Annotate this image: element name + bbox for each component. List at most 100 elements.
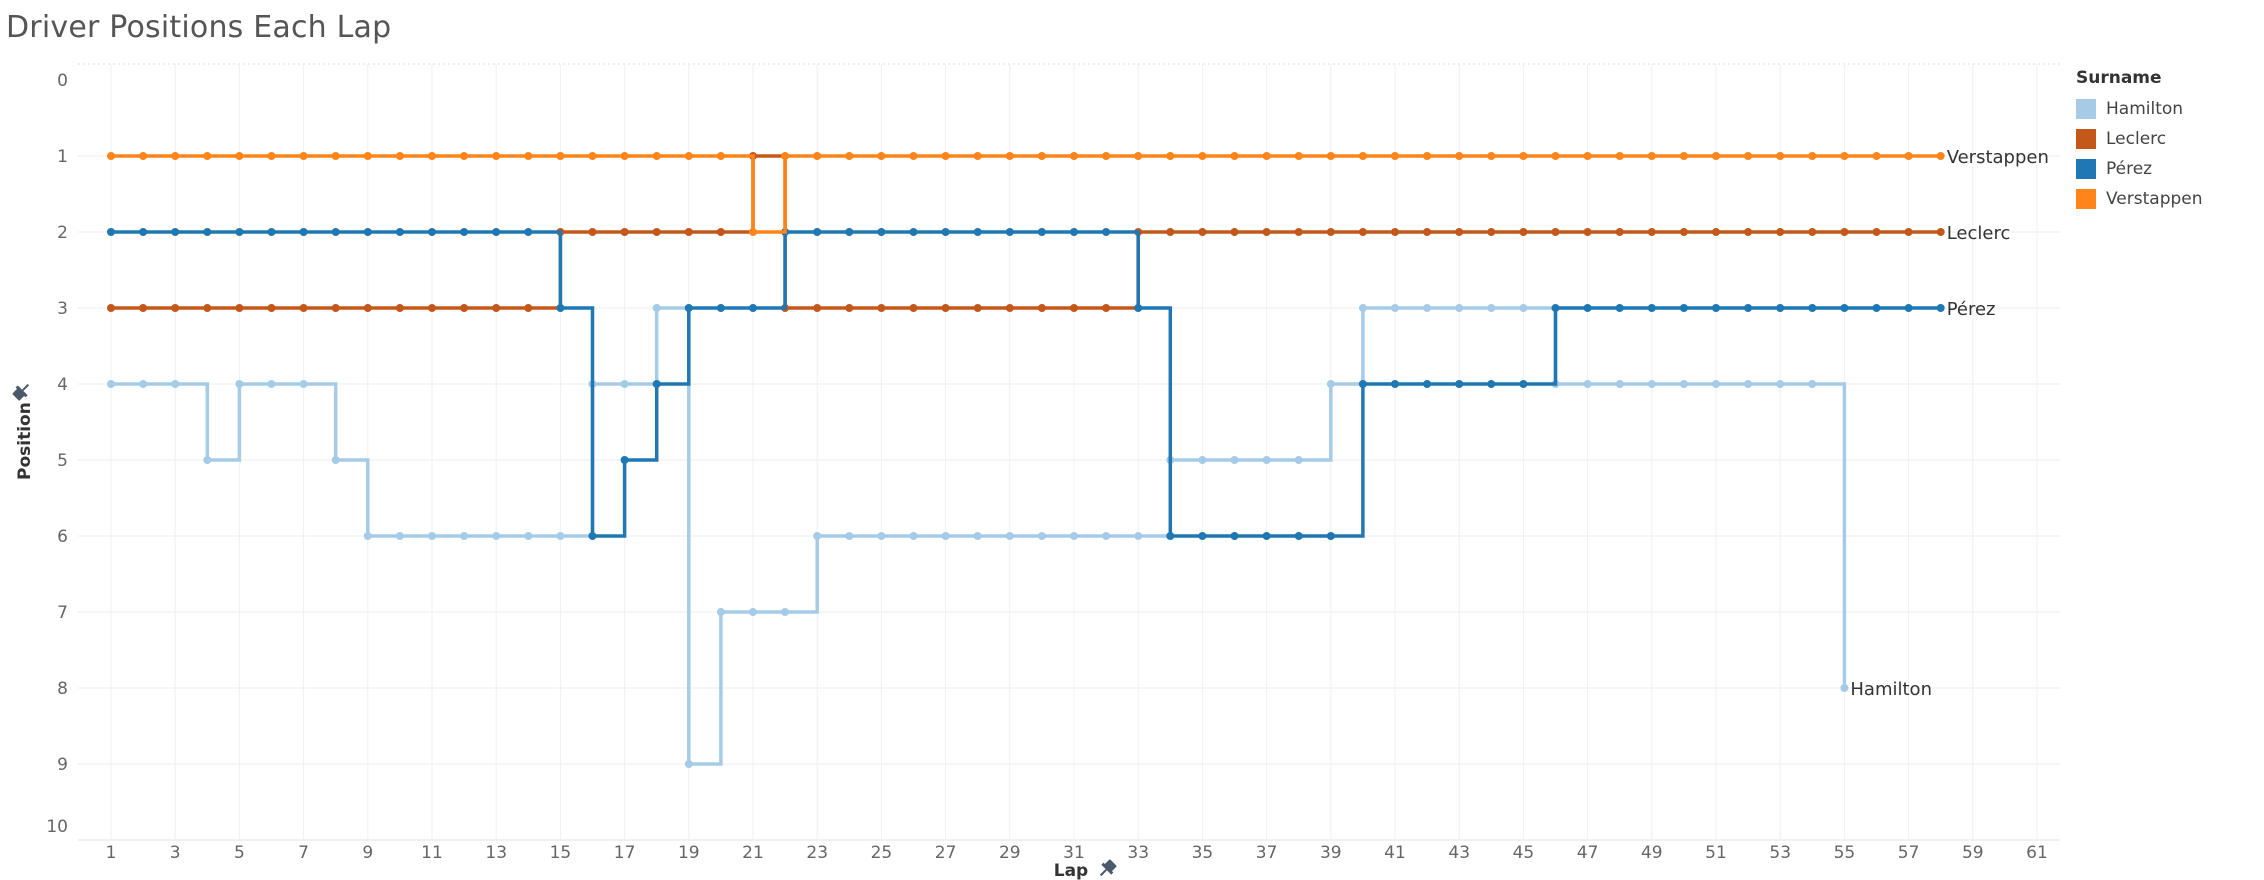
- pin-icon[interactable]: [11, 380, 34, 403]
- data-point[interactable]: [845, 532, 854, 540]
- data-point[interactable]: [588, 152, 597, 160]
- data-point[interactable]: [1391, 228, 1399, 236]
- data-point[interactable]: [909, 304, 918, 312]
- data-point[interactable]: [1262, 152, 1271, 160]
- data-point[interactable]: [1455, 380, 1464, 388]
- data-point[interactable]: [716, 608, 725, 616]
- data-point[interactable]: [1391, 380, 1399, 388]
- data-point[interactable]: [1808, 228, 1817, 236]
- data-point[interactable]: [171, 380, 180, 388]
- data-point[interactable]: [1070, 228, 1078, 236]
- data-point[interactable]: [1551, 152, 1560, 160]
- data-point[interactable]: [1615, 304, 1624, 312]
- data-point[interactable]: [620, 380, 629, 388]
- data-point[interactable]: [267, 380, 276, 388]
- data-point[interactable]: [1744, 380, 1753, 388]
- data-point[interactable]: [395, 532, 404, 540]
- data-point[interactable]: [171, 228, 180, 236]
- data-point[interactable]: [1326, 380, 1335, 388]
- data-point[interactable]: [299, 228, 308, 236]
- series-leclerc[interactable]: [107, 152, 1945, 312]
- data-point[interactable]: [1776, 152, 1785, 160]
- data-point[interactable]: [973, 228, 982, 236]
- data-point[interactable]: [299, 380, 308, 388]
- data-point[interactable]: [171, 152, 180, 160]
- data-point[interactable]: [1936, 152, 1945, 160]
- data-point[interactable]: [1455, 304, 1464, 312]
- series-hamilton[interactable]: [107, 304, 1849, 768]
- data-point[interactable]: [1326, 152, 1335, 160]
- data-point[interactable]: [1519, 304, 1528, 312]
- data-point[interactable]: [1519, 228, 1528, 236]
- data-point[interactable]: [941, 152, 950, 160]
- data-point[interactable]: [813, 228, 822, 236]
- data-point[interactable]: [1455, 152, 1464, 160]
- data-point[interactable]: [1712, 380, 1720, 388]
- data-point[interactable]: [1166, 152, 1175, 160]
- data-point[interactable]: [973, 152, 982, 160]
- data-point[interactable]: [1712, 304, 1720, 312]
- data-point[interactable]: [331, 228, 340, 236]
- data-point[interactable]: [1647, 304, 1656, 312]
- data-point[interactable]: [171, 304, 180, 312]
- data-point[interactable]: [1583, 304, 1592, 312]
- data-point[interactable]: [1808, 380, 1817, 388]
- data-point[interactable]: [1037, 228, 1046, 236]
- pin-icon[interactable]: [1096, 858, 1119, 880]
- data-point[interactable]: [1840, 684, 1849, 692]
- data-point[interactable]: [1005, 532, 1014, 540]
- data-point[interactable]: [1198, 228, 1207, 236]
- data-point[interactable]: [1391, 152, 1399, 160]
- data-point[interactable]: [845, 152, 854, 160]
- data-point[interactable]: [813, 532, 822, 540]
- data-point[interactable]: [235, 304, 244, 312]
- data-point[interactable]: [684, 228, 693, 236]
- data-point[interactable]: [1358, 228, 1367, 236]
- data-point[interactable]: [941, 532, 950, 540]
- data-point[interactable]: [1005, 228, 1014, 236]
- data-point[interactable]: [1840, 304, 1849, 312]
- data-point[interactable]: [1615, 152, 1624, 160]
- data-point[interactable]: [235, 152, 244, 160]
- data-point[interactable]: [299, 304, 308, 312]
- data-point[interactable]: [1005, 152, 1014, 160]
- data-point[interactable]: [428, 152, 436, 160]
- data-point[interactable]: [1776, 304, 1785, 312]
- data-point[interactable]: [1744, 228, 1753, 236]
- data-point[interactable]: [909, 152, 918, 160]
- data-point[interactable]: [813, 152, 822, 160]
- data-point[interactable]: [524, 532, 533, 540]
- data-point[interactable]: [1904, 228, 1913, 236]
- data-point[interactable]: [267, 152, 276, 160]
- data-point[interactable]: [1070, 152, 1078, 160]
- data-point[interactable]: [1326, 228, 1335, 236]
- data-point[interactable]: [845, 228, 854, 236]
- data-point[interactable]: [1198, 532, 1207, 540]
- data-point[interactable]: [716, 304, 725, 312]
- data-point[interactable]: [1840, 152, 1849, 160]
- series-line[interactable]: [111, 154, 1941, 234]
- data-point[interactable]: [684, 152, 693, 160]
- data-point[interactable]: [331, 456, 340, 464]
- data-point[interactable]: [941, 304, 950, 312]
- data-point[interactable]: [1487, 228, 1496, 236]
- data-point[interactable]: [139, 152, 148, 160]
- data-point[interactable]: [363, 532, 372, 540]
- data-point[interactable]: [1872, 152, 1881, 160]
- data-point[interactable]: [1712, 228, 1720, 236]
- data-point[interactable]: [1647, 380, 1656, 388]
- data-point[interactable]: [652, 228, 661, 236]
- data-point[interactable]: [1679, 152, 1688, 160]
- data-point[interactable]: [1679, 380, 1688, 388]
- data-point[interactable]: [1551, 304, 1560, 312]
- data-point[interactable]: [1005, 304, 1014, 312]
- data-point[interactable]: [267, 228, 276, 236]
- data-point[interactable]: [877, 228, 886, 236]
- data-point[interactable]: [492, 304, 501, 312]
- data-point[interactable]: [556, 152, 565, 160]
- data-point[interactable]: [749, 228, 757, 236]
- data-point[interactable]: [1423, 304, 1432, 312]
- data-point[interactable]: [363, 228, 372, 236]
- data-point[interactable]: [973, 304, 982, 312]
- data-point[interactable]: [556, 304, 565, 312]
